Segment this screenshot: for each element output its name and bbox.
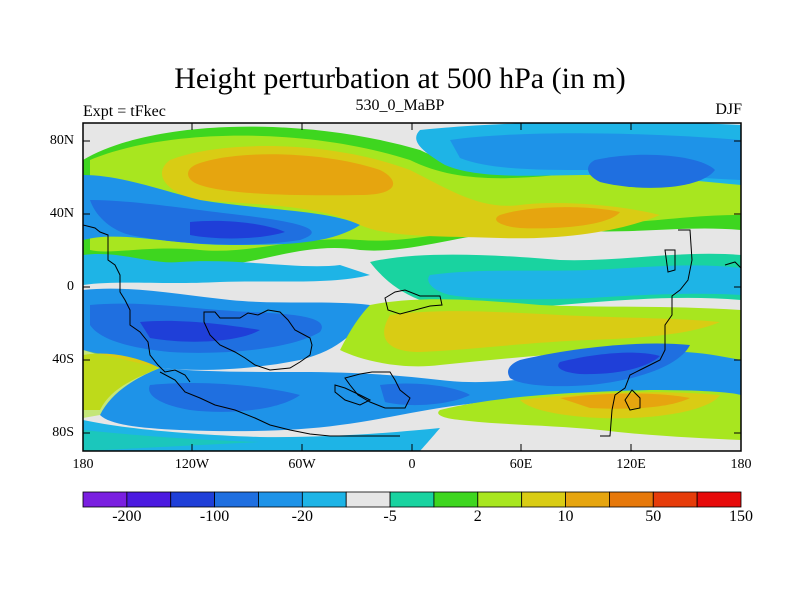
colorbar-swatch	[258, 491, 303, 508]
colorbar-swatch	[345, 491, 391, 508]
lon-label-120e: 120E	[616, 457, 646, 472]
lat-label-80s: 80S	[52, 425, 74, 440]
colorbar-swatch	[433, 491, 479, 508]
colorbar-label: -5	[383, 508, 397, 525]
lon-label-180e: 180	[730, 457, 752, 472]
colorbar-swatch	[521, 491, 566, 508]
colorbar-swatch	[652, 491, 698, 508]
colorbar-swatch	[214, 491, 259, 508]
colorbar-label: -20	[291, 508, 313, 525]
lon-label-60e: 60E	[509, 457, 533, 472]
colorbar-label: -200	[112, 508, 142, 525]
coastline-outlines	[83, 224, 741, 437]
colorbar-swatch	[389, 491, 435, 508]
axis-ticks	[83, 123, 741, 451]
experiment-label: Expt = tFkec	[83, 103, 166, 120]
case-label: 530_0_MaBP	[355, 97, 445, 114]
lon-label-180w: 180	[72, 457, 94, 472]
chart-title: Height perturbation at 500 hPa (in m)	[174, 62, 626, 95]
colorbar-label: 10	[557, 508, 574, 525]
season-label: DJF	[715, 101, 742, 118]
lat-label-0: 0	[67, 279, 74, 294]
colorbar	[82, 491, 742, 508]
map-field	[83, 123, 741, 451]
colorbar-swatch	[696, 491, 742, 508]
colorbar-label: 2	[473, 508, 482, 525]
lon-label-120w: 120W	[174, 457, 210, 472]
colorbar-swatch	[126, 491, 172, 508]
colorbar-label: 150	[729, 508, 753, 525]
colorbar-label: 50	[645, 508, 662, 525]
colorbar-swatch	[301, 491, 347, 508]
colorbar-swatch	[565, 491, 610, 508]
lat-label-40s: 40S	[52, 352, 74, 367]
colorbar-swatch	[82, 491, 128, 508]
colorbar-swatch	[609, 491, 654, 508]
colorbar-swatch	[170, 491, 216, 508]
lon-label-60w: 60W	[288, 457, 316, 472]
lon-label-0: 0	[408, 457, 416, 472]
colorbar-label: -100	[199, 508, 230, 525]
lat-label-80n: 80N	[49, 133, 74, 148]
colorbar-swatch	[477, 491, 523, 508]
lat-label-40n: 40N	[49, 206, 74, 221]
